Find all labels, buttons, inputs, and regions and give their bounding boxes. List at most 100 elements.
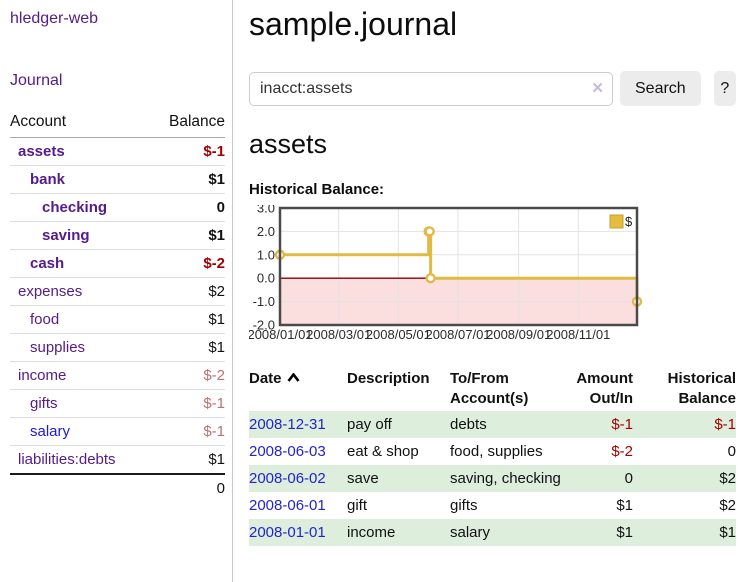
- sidebar: hledger-web Journal Account Balance asse…: [0, 0, 233, 582]
- svg-text:-2.0: -2.0: [253, 318, 275, 333]
- search-button[interactable]: Search: [620, 71, 701, 106]
- account-row: supplies $1: [10, 333, 225, 362]
- main-content: sample.journal ✕ Search ? assets Histori…: [233, 0, 742, 582]
- account-balance: $-1: [203, 143, 225, 160]
- sidebar-item-journal[interactable]: Journal: [10, 72, 63, 89]
- search-input[interactable]: [249, 71, 613, 106]
- transaction-date-link[interactable]: 2008-06-02: [249, 470, 326, 487]
- page-title: sample.journal: [249, 6, 458, 42]
- svg-text:3.0: 3.0: [257, 205, 275, 216]
- account-balance: $1: [150, 333, 225, 362]
- account-balance: $1: [150, 445, 225, 474]
- accounts-total-row: 0: [10, 473, 225, 502]
- transaction-date-link[interactable]: 2008-06-01: [249, 497, 326, 514]
- account-row: bank $1: [10, 165, 225, 194]
- chart-label: Historical Balance:: [249, 181, 385, 198]
- transaction-historical: 0: [727, 443, 736, 460]
- account-balance: $2: [150, 277, 225, 306]
- transaction-description: pay off: [347, 411, 450, 438]
- transaction-historical: $2: [643, 465, 736, 492]
- register-col-date[interactable]: Date: [249, 367, 347, 411]
- register-col-accounts: To/From Account(s): [450, 370, 529, 407]
- account-balance: $1: [150, 165, 225, 194]
- account-link-gifts[interactable]: gifts: [30, 395, 58, 412]
- svg-text:2008/05/01: 2008/05/01: [366, 327, 431, 342]
- account-row: income $-2: [10, 361, 225, 390]
- svg-text:2008/03/01: 2008/03/01: [306, 327, 371, 342]
- transaction-amount: $-2: [611, 443, 633, 460]
- account-link-cash[interactable]: cash: [30, 255, 65, 272]
- accounts-total-value: 0: [150, 473, 225, 502]
- account-link-saving[interactable]: saving: [42, 227, 90, 244]
- account-row: food $1: [10, 305, 225, 334]
- balance-chart: $3.0 2.0 1.0 0.0 -1.0 -2.0 2008/01/01 2008/03/0…: [247, 201, 736, 348]
- svg-text:2008/11/01: 2008/11/01: [546, 327, 610, 342]
- transaction-date-link[interactable]: 2008-06-03: [249, 443, 326, 460]
- help-button[interactable]: ?: [713, 71, 736, 106]
- transaction-accounts: debts: [450, 411, 562, 438]
- account-balance: $1: [150, 305, 225, 334]
- transaction-description: save: [347, 465, 450, 492]
- svg-text:2.0: 2.0: [257, 224, 275, 239]
- account-balance: $-2: [150, 361, 225, 390]
- transaction-date-link[interactable]: 2008-12-31: [249, 416, 326, 433]
- accounts-table: Account Balance assets $-1 bank $1 check…: [10, 108, 225, 502]
- transaction-amount: 0: [562, 465, 643, 492]
- account-row: checking 0: [10, 193, 225, 222]
- transaction-amount: $1: [616, 497, 633, 514]
- account-link-checking[interactable]: checking: [42, 199, 108, 216]
- transaction-accounts: food, supplies: [450, 443, 543, 460]
- account-link-food[interactable]: food: [30, 311, 60, 328]
- account-balance: $-1: [150, 389, 225, 418]
- register-row: 2008-12-31 pay off debts $-1 $-1: [249, 411, 736, 438]
- register-col-amount: Amount Out/In: [576, 370, 633, 407]
- sort-ascending-icon: [286, 373, 300, 382]
- register-header-row: Date Description To/From Account(s) Amou…: [249, 367, 736, 411]
- transaction-description: gift: [347, 497, 368, 514]
- transaction-date-link[interactable]: 2008-01-01: [249, 524, 326, 541]
- account-balance: $-2: [150, 249, 225, 278]
- account-link-supplies[interactable]: supplies: [30, 339, 86, 356]
- transaction-historical: $1: [643, 519, 736, 546]
- svg-text:2008/09/01: 2008/09/01: [486, 327, 551, 342]
- transaction-amount: $-1: [562, 411, 643, 438]
- account-page-title: assets: [249, 129, 328, 159]
- register-row: 2008-01-01 income salary $1 $1: [249, 519, 736, 546]
- register-col-historical: Historical Balance: [667, 370, 736, 407]
- transaction-amount: $1: [562, 519, 643, 546]
- accounts-header-row: Account Balance: [10, 108, 225, 138]
- account-row: liabilities:debts $1: [10, 445, 225, 474]
- account-row: cash $-2: [10, 249, 225, 278]
- account-balance: 0: [150, 193, 225, 222]
- transaction-accounts: gifts: [450, 497, 478, 514]
- clear-search-icon[interactable]: ✕: [591, 79, 604, 97]
- account-link-assets[interactable]: assets: [18, 143, 65, 160]
- register-row: 2008-06-02 save saving, checking 0 $2: [249, 465, 736, 492]
- register-row: 2008-06-03 eat & shop food, supplies $-2…: [249, 438, 736, 465]
- account-link-salary[interactable]: salary: [30, 423, 71, 440]
- chart-svg: $3.0 2.0 1.0 0.0 -1.0 -2.02008/01/012008/03/0…: [247, 201, 643, 342]
- account-link-liabilities-debts[interactable]: liabilities:debts: [18, 451, 116, 468]
- account-row: expenses $2: [10, 277, 225, 306]
- register-col-description: Description: [347, 370, 430, 387]
- transaction-description: income: [347, 519, 450, 546]
- svg-text:2008/01/01: 2008/01/01: [249, 327, 313, 342]
- account-link-expenses[interactable]: expenses: [18, 283, 83, 300]
- account-row: assets $-1: [10, 138, 225, 166]
- svg-text:-1.0: -1.0: [253, 294, 275, 309]
- accounts-col-account: Account: [10, 108, 151, 138]
- app-title-link[interactable]: hledger-web: [10, 10, 99, 27]
- account-balance: $1: [150, 221, 225, 250]
- account-link-bank[interactable]: bank: [30, 171, 66, 188]
- svg-text:1.0: 1.0: [257, 247, 275, 262]
- svg-text:2008/07/01: 2008/07/01: [425, 327, 490, 342]
- account-link-income[interactable]: income: [18, 367, 67, 384]
- account-balance: $-1: [150, 417, 225, 446]
- account-row: saving $1: [10, 221, 225, 250]
- search-form: ✕ Search ?: [249, 71, 736, 106]
- transaction-historical: $2: [719, 497, 736, 514]
- register-table: Date Description To/From Account(s) Amou…: [249, 367, 736, 546]
- svg-text:0.0: 0.0: [257, 271, 275, 286]
- transaction-accounts: salary: [450, 519, 562, 546]
